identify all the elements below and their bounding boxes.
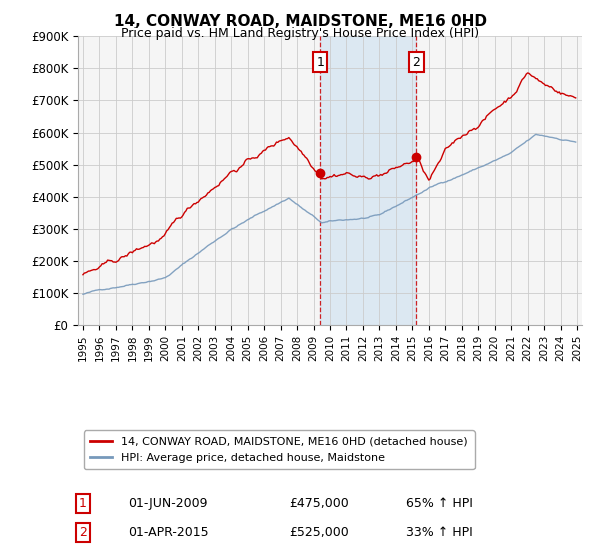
Text: 1: 1 (316, 55, 325, 68)
Text: 14, CONWAY ROAD, MAIDSTONE, ME16 0HD: 14, CONWAY ROAD, MAIDSTONE, ME16 0HD (113, 14, 487, 29)
Text: 1: 1 (79, 497, 87, 510)
Text: 2: 2 (79, 526, 87, 539)
Bar (320, 36, 416, 325)
Text: 01-APR-2015: 01-APR-2015 (128, 526, 209, 539)
Text: 01-JUN-2009: 01-JUN-2009 (128, 497, 208, 510)
Text: 33% ↑ HPI: 33% ↑ HPI (406, 526, 472, 539)
Text: £525,000: £525,000 (290, 526, 349, 539)
Legend: 14, CONWAY ROAD, MAIDSTONE, ME16 0HD (detached house), HPI: Average price, detac: 14, CONWAY ROAD, MAIDSTONE, ME16 0HD (de… (83, 430, 475, 469)
Text: 65% ↑ HPI: 65% ↑ HPI (406, 497, 472, 510)
Text: £475,000: £475,000 (290, 497, 349, 510)
Text: 2: 2 (413, 55, 421, 68)
Text: Price paid vs. HM Land Registry's House Price Index (HPI): Price paid vs. HM Land Registry's House … (121, 27, 479, 40)
